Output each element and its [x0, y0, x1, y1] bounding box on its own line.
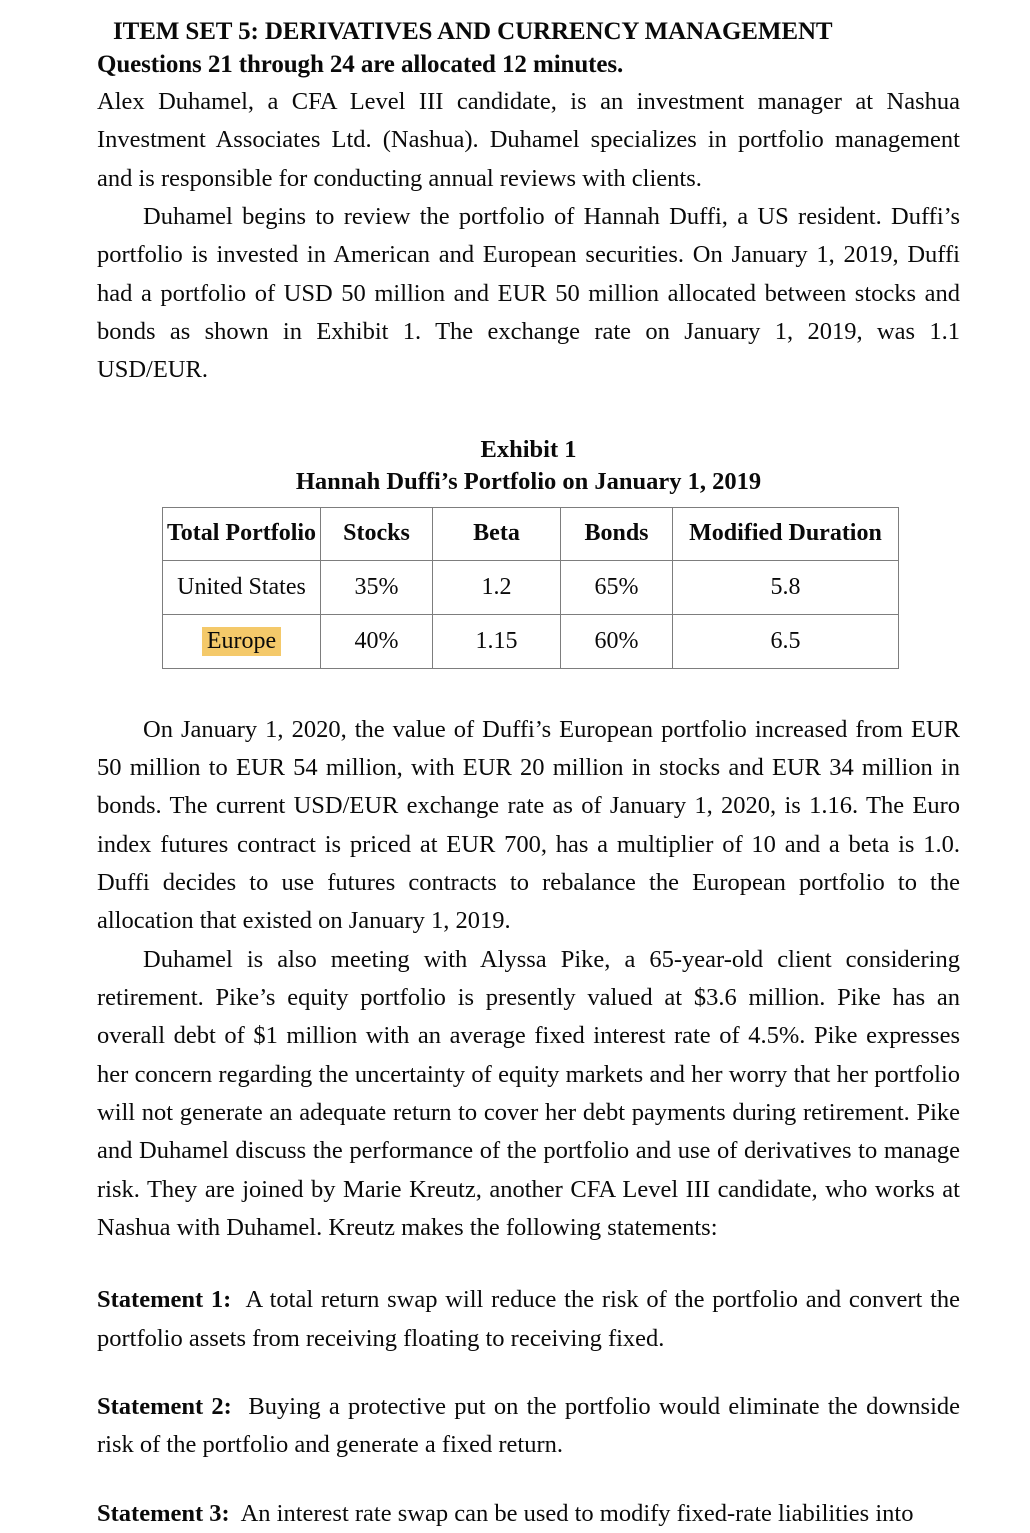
page-title: ITEM SET 5: DERIVATIVES AND CURRENCY MAN… — [113, 18, 833, 45]
table-row: United States 35% 1.2 65% 5.8 — [162, 559, 899, 615]
document-page: ITEM SET 5: DERIVATIVES AND CURRENCY MAN… — [97, 18, 961, 1527]
statement-3-text: An interest rate swap can be used to mod… — [240, 1499, 914, 1527]
column-header-stocks: Stocks — [320, 506, 433, 561]
spacer — [97, 1465, 960, 1495]
statement-2: Statement 2: Buying a protective put on … — [97, 1388, 960, 1465]
statement-1: Statement 1: A total return swap will re… — [97, 1281, 960, 1358]
cell-region: United States — [162, 559, 321, 615]
exhibit-caption: Hannah Duffi’s Portfolio on January 1, 2… — [295, 468, 762, 496]
cell-stocks: 40% — [320, 613, 433, 669]
statement-2-label: Statement 2: — [97, 1393, 232, 1421]
spacer — [97, 1358, 960, 1388]
cell-beta: 1.15 — [432, 613, 561, 669]
region-label: United States — [177, 573, 306, 600]
table-header-row: Total Portfolio Stocks Beta Bonds Modifi… — [162, 506, 899, 561]
cell-stocks: 35% — [320, 559, 433, 615]
statement-3-label: Statement 3: — [97, 1499, 230, 1527]
exhibit-block: Exhibit 1 Hannah Duffi’s Portfolio on Ja… — [97, 434, 960, 669]
exhibit-label: Exhibit 1 — [480, 435, 577, 463]
pike-meeting-paragraph: Duhamel is also meeting with Alyssa Pike… — [97, 945, 960, 1242]
cell-bonds: 65% — [560, 559, 673, 615]
table-row: Europe 40% 1.15 60% 6.5 — [162, 613, 899, 669]
column-header-bonds: Bonds — [560, 506, 673, 561]
column-header-beta: Beta — [432, 506, 561, 561]
spacer — [97, 1247, 960, 1281]
cell-region: Europe — [162, 613, 321, 669]
column-header-modified-duration: Modified Duration — [672, 506, 899, 561]
cell-bonds: 60% — [560, 613, 673, 669]
page-subtitle: Questions 21 through 24 are allocated 12… — [97, 50, 624, 78]
region-label-highlighted: Europe — [201, 626, 282, 656]
cell-modified-duration: 6.5 — [672, 613, 899, 669]
european-portfolio-paragraph: On January 1, 2020, the value of Duffi’s… — [97, 715, 960, 935]
cell-beta: 1.2 — [432, 559, 561, 615]
portfolio-overview-paragraph: Duhamel begins to review the portfolio o… — [97, 202, 960, 384]
exhibit-table: Total Portfolio Stocks Beta Bonds Modifi… — [162, 506, 899, 669]
intro-paragraph: Alex Duhamel, a CFA Level III candidate,… — [97, 88, 960, 192]
cell-modified-duration: 5.8 — [672, 559, 899, 615]
statement-1-label: Statement 1: — [97, 1286, 232, 1314]
statement-3: Statement 3: An interest rate swap can b… — [97, 1495, 960, 1533]
column-header-total-portfolio: Total Portfolio — [162, 506, 321, 561]
